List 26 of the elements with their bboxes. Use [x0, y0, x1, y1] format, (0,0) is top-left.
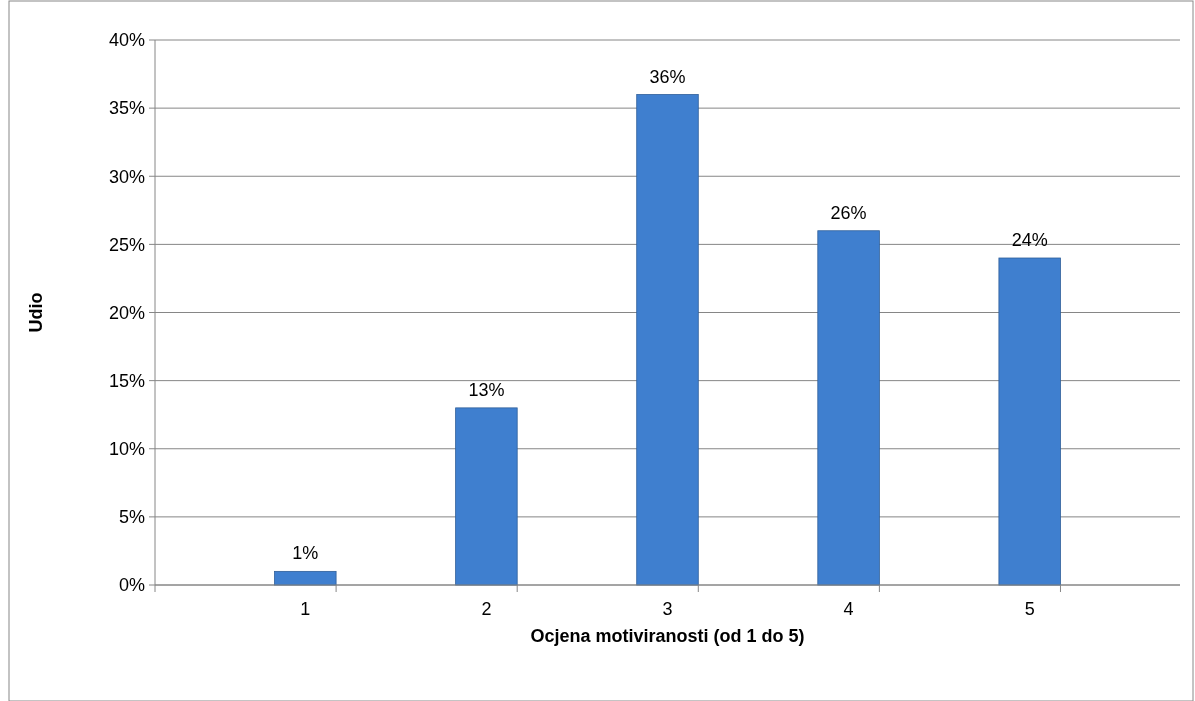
y-tick-label: 30% [108, 166, 145, 187]
bar [636, 94, 699, 586]
bar [817, 230, 880, 586]
y-tick-label: 5% [118, 507, 145, 528]
x-tick-label: 4 [843, 599, 854, 619]
y-tick-label: 40% [108, 30, 145, 51]
bar [998, 257, 1061, 586]
x-tick-label: 3 [662, 599, 673, 619]
y-axis-title: Udio [26, 292, 46, 333]
y-tick-label: 20% [108, 302, 145, 323]
data-label: 26% [830, 202, 867, 223]
y-tick-label: 10% [108, 439, 145, 460]
x-tick-label: 1 [300, 599, 311, 619]
bar [274, 570, 337, 586]
y-tick-label: 15% [108, 370, 145, 391]
data-label: 13% [468, 379, 505, 400]
y-tick-label: 25% [108, 234, 145, 255]
x-axis-title: Ocjena motiviranosti (od 1 do 5) [530, 626, 805, 646]
data-label: 36% [649, 66, 686, 87]
data-label: 24% [1011, 230, 1048, 250]
y-tick-label: 0% [118, 575, 145, 596]
y-tick-label: 35% [108, 98, 145, 119]
x-tick-label: 2 [481, 599, 492, 619]
data-label: 1% [292, 543, 319, 564]
bar [455, 407, 518, 586]
x-tick-label: 5 [1024, 599, 1035, 619]
